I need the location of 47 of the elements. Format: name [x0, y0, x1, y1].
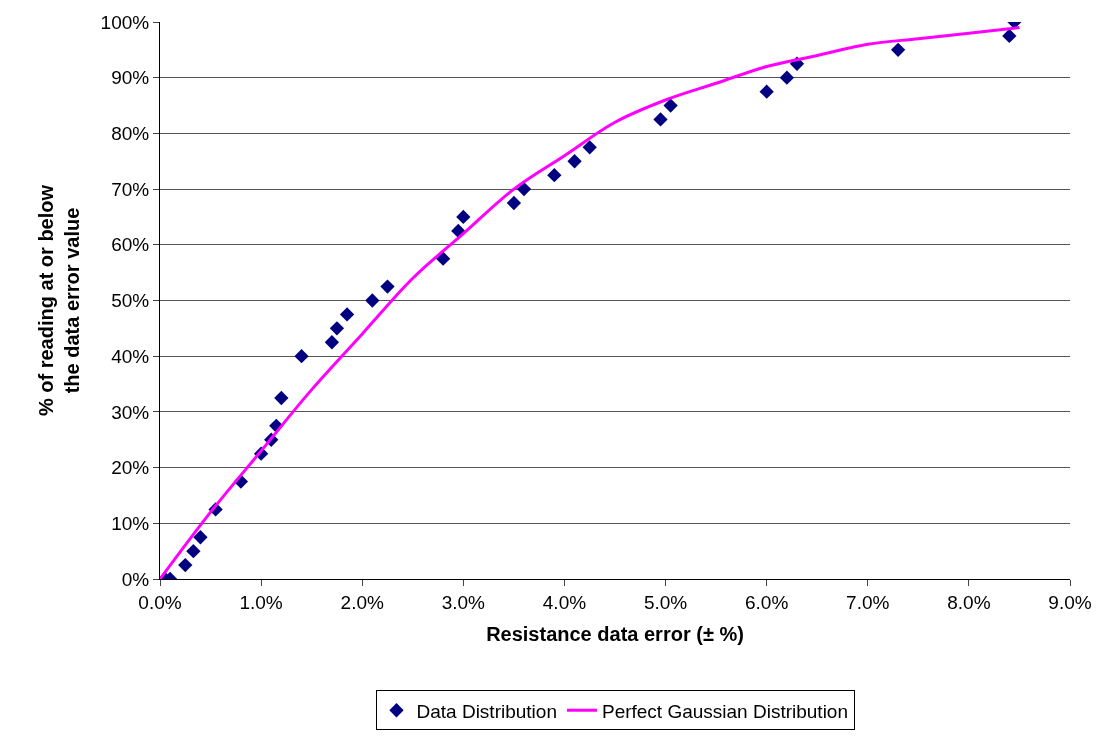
y-tick-label: 70% [111, 178, 150, 200]
point [1002, 28, 1017, 44]
point [759, 84, 774, 99]
y-tick-label: 50% [111, 290, 150, 312]
point [547, 168, 562, 183]
y-tick-label: 20% [111, 457, 150, 479]
y-tick-label: 100% [100, 11, 150, 33]
point [365, 293, 380, 308]
point [274, 390, 289, 406]
point [380, 279, 395, 294]
x-axis-title: Resistance data error (± %) [486, 623, 744, 646]
point [193, 530, 208, 545]
point [582, 140, 597, 155]
y-tick-label: 60% [111, 234, 150, 256]
point [456, 209, 471, 225]
point [890, 42, 906, 57]
x-tick-label: 2.0% [340, 591, 384, 613]
point [294, 349, 309, 364]
y-tick-label: 30% [111, 401, 150, 423]
point [663, 98, 678, 113]
x-tick-label: 6.0% [745, 591, 789, 613]
y-tick-label: 40% [111, 345, 150, 367]
point [516, 181, 532, 197]
x-tick-label: 1.0% [239, 591, 283, 613]
point [779, 70, 795, 85]
y-tick-label: 80% [111, 123, 150, 145]
legend-label: Perfect Gaussian Distribution [601, 700, 849, 722]
y-tick-label: 90% [111, 67, 150, 89]
point [339, 307, 355, 322]
point [324, 335, 340, 350]
point [567, 154, 582, 169]
point [186, 544, 201, 559]
y-axis-title: % of reading at or below the data error value [35, 184, 84, 417]
y-tick-label: 0% [121, 568, 150, 590]
x-tick-label: 7.0% [846, 591, 890, 613]
x-tick-label: 9.0% [1048, 591, 1092, 613]
x-tick-label: 0.0% [138, 591, 182, 613]
x-tick-label: 4.0% [542, 591, 587, 613]
point [178, 557, 193, 573]
point [329, 321, 345, 336]
point [506, 195, 522, 211]
x-tick-label: 3.0% [441, 591, 486, 613]
legend-label: Data Distribution [416, 700, 557, 722]
x-tick-label: 8.0% [947, 591, 991, 613]
y-tick-label: 10% [111, 512, 150, 534]
x-tick-label: 5.0% [643, 591, 688, 613]
point [653, 112, 668, 127]
